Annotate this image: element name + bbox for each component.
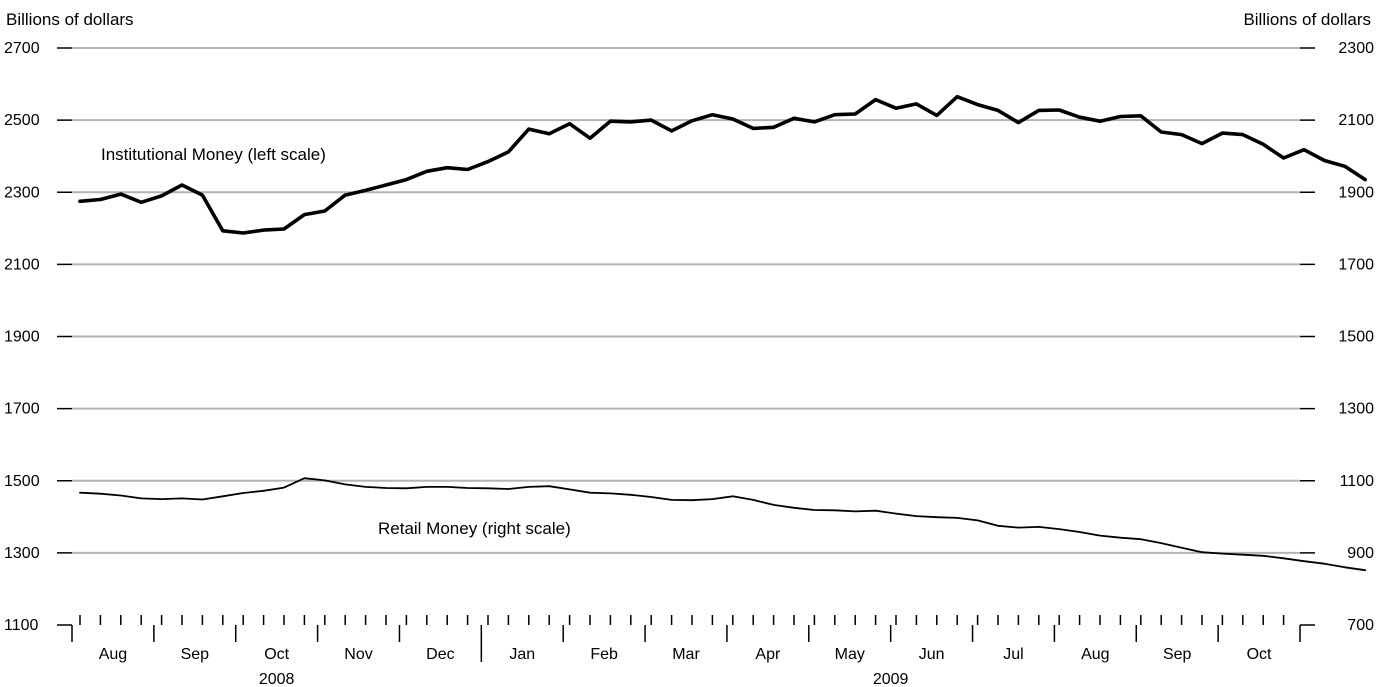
right-tick-label: 1500: [1338, 329, 1374, 346]
month-label: Jan: [509, 646, 535, 663]
month-label: Feb: [590, 646, 618, 663]
left-tick-label: 2500: [4, 112, 40, 129]
right-tick-label: 1100: [1340, 473, 1375, 490]
x-axis: Aug Sep Oct Nov Dec Jan Feb Mar Apr May Jun Jul Aug S…: [71, 615, 1301, 687]
month-label: Nov: [344, 646, 372, 663]
month-label: Oct: [1247, 646, 1272, 663]
year-label: 2008: [259, 671, 295, 687]
month-label: Sep: [181, 646, 210, 663]
institutional-money-label: Institutional Money (left scale): [101, 145, 326, 164]
left-tick-label: 1300: [4, 545, 40, 562]
right-tick-label: 1900: [1338, 184, 1374, 201]
retail-money-line: [79, 477, 1367, 572]
right-axis-label: Billions of dollars: [1243, 10, 1371, 29]
right-tick-label: 1300: [1338, 401, 1374, 418]
right-tick-label: 2300: [1338, 40, 1374, 57]
left-tick-label: 2700: [4, 40, 40, 57]
left-tick-label: 1500: [4, 473, 40, 490]
year-label: 2009: [873, 671, 909, 687]
month-label: May: [835, 646, 865, 663]
retail-money-label: Retail Money (right scale): [378, 519, 571, 538]
month-label: Oct: [264, 646, 289, 663]
month-label: Sep: [1163, 646, 1192, 663]
institutional-money-line: [78, 94, 1367, 235]
month-label: Dec: [426, 646, 454, 663]
left-tick-label: 1100: [4, 617, 39, 634]
left-tick-label: 2100: [4, 256, 40, 273]
left-axis-label: Billions of dollars: [6, 10, 134, 29]
gridlines: [72, 47, 1300, 554]
right-tick-label: 1700: [1338, 256, 1374, 273]
month-label: Jul: [1003, 646, 1023, 663]
left-tick-label: 2300: [4, 184, 40, 201]
month-label: Apr: [755, 646, 781, 663]
month-label: Jun: [919, 646, 945, 663]
right-tick-label: 900: [1347, 545, 1374, 562]
left-axis: 1100 1300 1500 1700 1900 2100 2300 2500 2700: [4, 40, 72, 634]
month-label: Aug: [99, 646, 127, 663]
left-tick-label: 1900: [4, 329, 40, 346]
right-tick-label: 2100: [1338, 112, 1374, 129]
left-tick-label: 1700: [4, 401, 40, 418]
month-label: Aug: [1081, 646, 1109, 663]
series-lines: [78, 94, 1367, 572]
right-tick-label: 700: [1347, 617, 1374, 634]
month-label: Mar: [672, 646, 700, 663]
right-axis: 700 900 1100 1300 1500 1700 1900 2100 2300: [1300, 40, 1374, 634]
